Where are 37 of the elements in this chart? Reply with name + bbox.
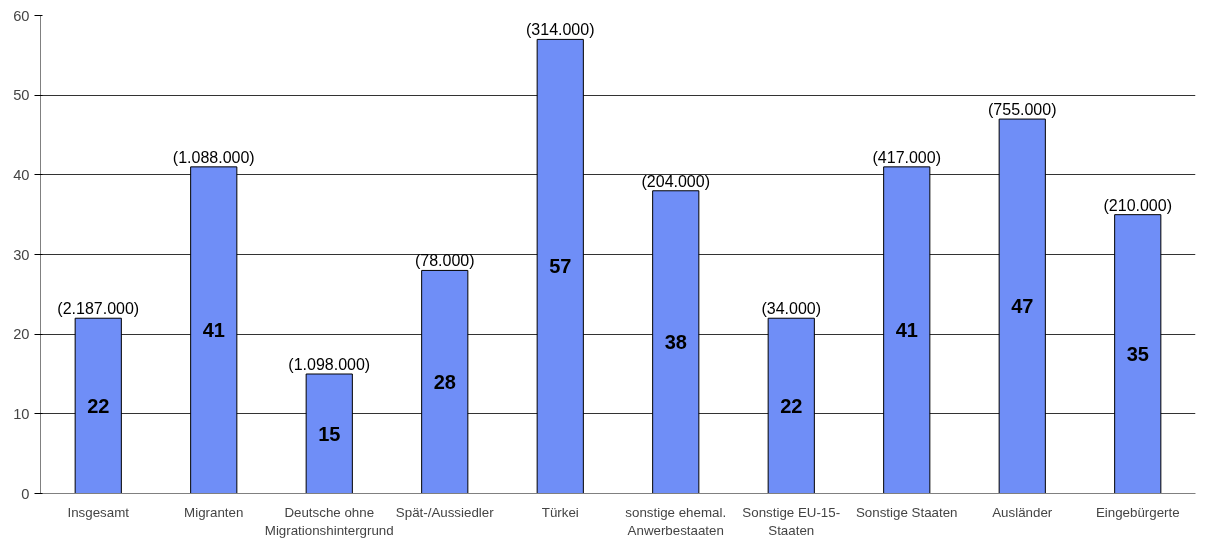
data-label: 57 xyxy=(549,255,572,278)
annotation: (34.000) xyxy=(761,300,822,318)
y-tick-label: 50 xyxy=(13,87,30,104)
data-label: 38 xyxy=(664,331,687,354)
x-tick-label: Spät-/Aussiedler xyxy=(395,504,495,520)
annotation: (417.000) xyxy=(872,148,941,166)
x-tick-label: Ausländer xyxy=(992,504,1053,520)
annotation: (2.187.000) xyxy=(57,300,140,318)
x-tick-label: sonstige ehemal. Anwerbestaaten xyxy=(625,504,727,538)
y-tick-label: 40 xyxy=(13,166,30,183)
annotation: (1.098.000) xyxy=(288,356,371,373)
y-tick-label: 20 xyxy=(13,326,30,343)
x-tick-label: Sonstige EU-15- Staaten xyxy=(742,504,841,538)
x-tick-label: Migranten xyxy=(184,504,244,520)
y-tick-label: 0 xyxy=(21,485,30,502)
y-tick-label: 10 xyxy=(13,405,30,422)
y-tick-label: 30 xyxy=(13,246,30,263)
x-tick-label: Sonstige Staaten xyxy=(855,504,958,520)
data-label: 41 xyxy=(895,319,918,342)
data-label: 47 xyxy=(1011,295,1034,318)
annotation: (314.000) xyxy=(526,21,595,39)
x-tick-label: Deutsche ohne Migrationshintergrund xyxy=(264,504,394,538)
annotation: (755.000) xyxy=(988,101,1057,119)
y-tick-label: 60 xyxy=(13,7,30,24)
data-label: 41 xyxy=(202,319,225,342)
data-label: 35 xyxy=(1126,343,1149,366)
data-label: 22 xyxy=(87,394,110,417)
annotation: (204.000) xyxy=(641,172,710,190)
data-label: 15 xyxy=(318,422,341,445)
annotation: (78.000) xyxy=(414,252,475,270)
annotation: (210.000) xyxy=(1103,196,1172,214)
annotation: (1.088.000) xyxy=(172,148,255,166)
x-tick-label: Türkei xyxy=(541,504,579,520)
x-tick-label: Insgesamt xyxy=(67,504,130,520)
x-tick-label: Eingebürgerte xyxy=(1095,504,1180,520)
data-label: 22 xyxy=(780,394,803,417)
data-label: 28 xyxy=(433,370,456,393)
